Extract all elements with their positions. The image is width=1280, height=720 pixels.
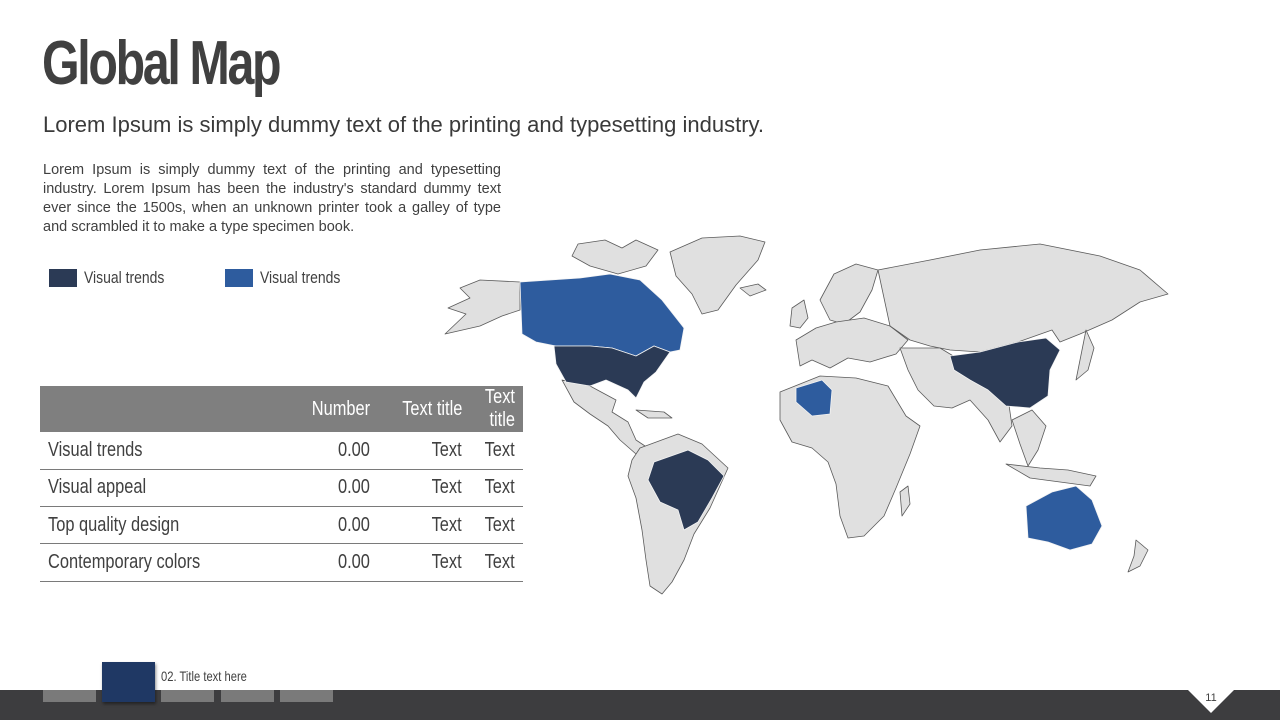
map-region-greenland [669, 235, 766, 315]
world-map [444, 235, 1169, 595]
table-row: Top quality design 0.00 Text Text [40, 506, 523, 545]
body-paragraph: Lorem Ipsum is simply dummy text of the … [43, 162, 501, 235]
map-region-africa [779, 375, 921, 539]
table-header-cell [40, 386, 250, 432]
map-region-scandinavia [819, 263, 879, 325]
map-region-russia-asia [877, 243, 1169, 353]
table-row: Visual trends 0.00 Text Text [40, 432, 523, 470]
legend-label-dark: Visual trends [84, 268, 165, 287]
table-header-text-title: Text title [470, 386, 523, 432]
footer-tab[interactable] [221, 690, 274, 702]
map-region-uk [789, 299, 809, 329]
data-table: Number Text title Text title Visual tren… [40, 386, 523, 582]
map-region-japan [1075, 329, 1095, 381]
legend-item-dark: Visual trends [49, 268, 182, 288]
legend-item-blue: Visual trends [225, 268, 358, 288]
map-region-southeast-asia [1011, 409, 1047, 467]
table-cell-label: Visual appeal [40, 469, 250, 508]
map-region-canada [519, 273, 685, 357]
map-region-indonesia [1005, 463, 1097, 487]
table-cell-label: Visual trends [40, 432, 250, 470]
legend-swatch-blue [225, 269, 253, 287]
table-header-row: Number Text title Text title [40, 386, 523, 432]
legend-swatch-dark [49, 269, 77, 287]
map-region-europe [795, 317, 909, 369]
table-cell-text: Text [378, 469, 470, 508]
map-region-madagascar [899, 485, 911, 517]
table-cell-number: 0.00 [250, 506, 378, 545]
table-cell-text: Text [470, 469, 523, 508]
table-cell-label: Contemporary colors [40, 543, 250, 582]
table-cell-text: Text [378, 432, 470, 470]
section-label: 02. Title text here [161, 668, 247, 684]
legend-label-blue: Visual trends [260, 268, 341, 287]
map-region-algeria [795, 379, 833, 417]
map-region-australia [1025, 485, 1103, 551]
table-cell-number: 0.00 [250, 543, 378, 582]
table-header-text-title: Text title [378, 386, 470, 432]
page-number: 11 [1205, 692, 1217, 704]
map-region-cuba [635, 409, 673, 419]
table-cell-text: Text [378, 506, 470, 545]
footer-tab[interactable] [43, 690, 96, 702]
map-region-china [949, 337, 1061, 409]
table-cell-number: 0.00 [250, 432, 378, 470]
table-cell-text: Text [470, 432, 523, 470]
table-row: Contemporary colors 0.00 Text Text [40, 543, 523, 582]
map-region-usa [553, 345, 671, 399]
page-title: Global Map [42, 29, 282, 98]
footer-tab[interactable] [161, 690, 214, 702]
table-cell-number: 0.00 [250, 469, 378, 508]
table-cell-text: Text [378, 543, 470, 582]
table-cell-label: Top quality design [40, 506, 250, 545]
map-region-new-zealand [1127, 539, 1149, 573]
table-header-number: Number [250, 386, 378, 432]
table-row: Visual appeal 0.00 Text Text [40, 469, 523, 508]
map-region-iceland [739, 283, 767, 297]
table-cell-text: Text [470, 543, 523, 582]
footer-tab[interactable] [280, 690, 333, 702]
map-region-arctic-islands [571, 239, 659, 275]
map-region-brazil [647, 449, 725, 531]
page-subtitle: Lorem Ipsum is simply dummy text of the … [43, 112, 765, 137]
table-cell-text: Text [470, 506, 523, 545]
page-number-tab [1188, 690, 1234, 713]
map-region-alaska [444, 279, 521, 335]
footer-tab-active[interactable] [102, 662, 155, 702]
